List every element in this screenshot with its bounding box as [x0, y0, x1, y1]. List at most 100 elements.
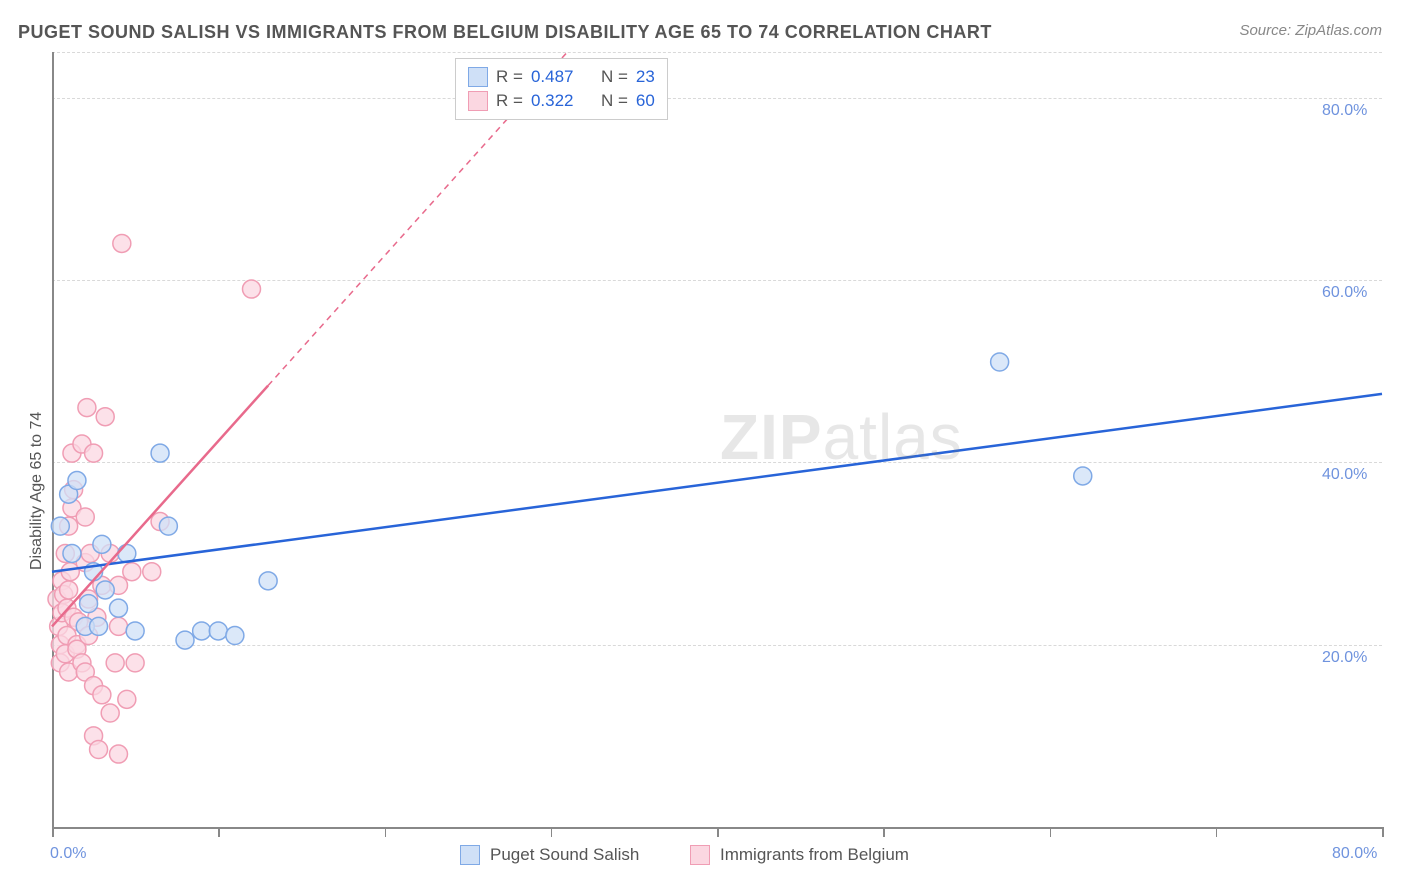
- x-tick: [1382, 827, 1384, 837]
- y-tick-label: 40.0%: [1322, 466, 1367, 484]
- legend-swatch: [468, 91, 488, 111]
- data-point: [110, 576, 128, 594]
- data-point: [60, 517, 78, 535]
- y-tick-label: 80.0%: [1322, 102, 1367, 120]
- gridline: [52, 462, 1382, 463]
- regression-line: [52, 386, 268, 627]
- data-point: [80, 590, 98, 608]
- data-point: [110, 599, 128, 617]
- legend-swatch: [468, 67, 488, 87]
- data-point: [96, 408, 114, 426]
- data-point: [101, 544, 119, 562]
- data-point: [106, 654, 124, 672]
- data-point: [51, 517, 69, 535]
- data-point: [60, 581, 78, 599]
- legend-label: Immigrants from Belgium: [720, 845, 909, 865]
- source-text: Source: ZipAtlas.com: [1239, 22, 1382, 39]
- data-point: [93, 535, 111, 553]
- legend-row: R =0.487N =23: [468, 65, 655, 89]
- data-point: [51, 654, 69, 672]
- data-point: [123, 563, 141, 581]
- x-tick: [218, 827, 220, 837]
- data-point: [1074, 467, 1092, 485]
- data-point: [85, 677, 103, 695]
- data-point: [48, 590, 66, 608]
- data-point: [85, 563, 103, 581]
- legend-r-value: 0.487: [531, 65, 583, 89]
- legend-top: R =0.487N =23R =0.322N =60: [455, 58, 668, 120]
- data-point: [118, 690, 136, 708]
- data-point: [55, 586, 73, 604]
- data-point: [58, 627, 76, 645]
- x-tick-label: 80.0%: [1332, 845, 1377, 863]
- legend-n-label: N =: [601, 65, 628, 89]
- data-point: [76, 554, 94, 572]
- data-point: [78, 399, 96, 417]
- y-axis: [52, 52, 54, 827]
- data-point: [96, 581, 114, 599]
- data-point: [991, 353, 1009, 371]
- data-point: [259, 572, 277, 590]
- data-point: [85, 727, 103, 745]
- data-point: [73, 435, 91, 453]
- data-point: [176, 631, 194, 649]
- legend-n-value: 60: [636, 89, 655, 113]
- regression-line: [52, 394, 1382, 572]
- data-point: [93, 576, 111, 594]
- data-point: [88, 608, 106, 626]
- legend-row: R =0.322N =60: [468, 89, 655, 113]
- data-point: [58, 599, 76, 617]
- data-point: [90, 741, 108, 759]
- legend-r-label: R =: [496, 65, 523, 89]
- data-point: [56, 645, 74, 663]
- data-point: [159, 517, 177, 535]
- data-point: [65, 608, 83, 626]
- data-point: [68, 640, 86, 658]
- gridline: [52, 645, 1382, 646]
- data-point: [151, 444, 169, 462]
- data-point: [126, 622, 144, 640]
- data-point: [70, 613, 88, 631]
- data-point: [76, 508, 94, 526]
- data-point: [65, 481, 83, 499]
- data-point: [151, 513, 169, 531]
- gridline: [52, 280, 1382, 281]
- data-point: [60, 663, 78, 681]
- data-point: [73, 654, 91, 672]
- data-point: [126, 654, 144, 672]
- x-tick: [551, 827, 553, 837]
- data-point: [53, 572, 71, 590]
- data-point: [85, 444, 103, 462]
- x-tick: [52, 827, 54, 837]
- data-point: [226, 627, 244, 645]
- gridline: [52, 52, 1382, 53]
- data-point: [76, 663, 94, 681]
- plot-svg: [0, 0, 1406, 892]
- legend-r-value: 0.322: [531, 89, 583, 113]
- x-tick: [1216, 827, 1218, 837]
- data-point: [101, 704, 119, 722]
- y-tick-label: 60.0%: [1322, 284, 1367, 302]
- data-point: [68, 472, 86, 490]
- legend-n-label: N =: [601, 89, 628, 113]
- data-point: [63, 544, 81, 562]
- data-point: [90, 617, 108, 635]
- data-point: [61, 563, 79, 581]
- x-tick: [1050, 827, 1052, 837]
- legend-bottom-item: Immigrants from Belgium: [690, 845, 909, 865]
- data-point: [76, 617, 94, 635]
- chart-title: PUGET SOUND SALISH VS IMMIGRANTS FROM BE…: [18, 22, 992, 43]
- data-point: [93, 686, 111, 704]
- legend-bottom-item: Puget Sound Salish: [460, 845, 639, 865]
- data-point: [143, 563, 161, 581]
- data-point: [113, 234, 131, 252]
- x-tick: [717, 827, 719, 837]
- data-point: [56, 544, 74, 562]
- data-point: [193, 622, 211, 640]
- x-tick-label: 0.0%: [50, 845, 86, 863]
- data-point: [60, 485, 78, 503]
- gridline: [52, 98, 1382, 99]
- data-point: [80, 595, 98, 613]
- data-point: [118, 544, 136, 562]
- legend-swatch: [460, 845, 480, 865]
